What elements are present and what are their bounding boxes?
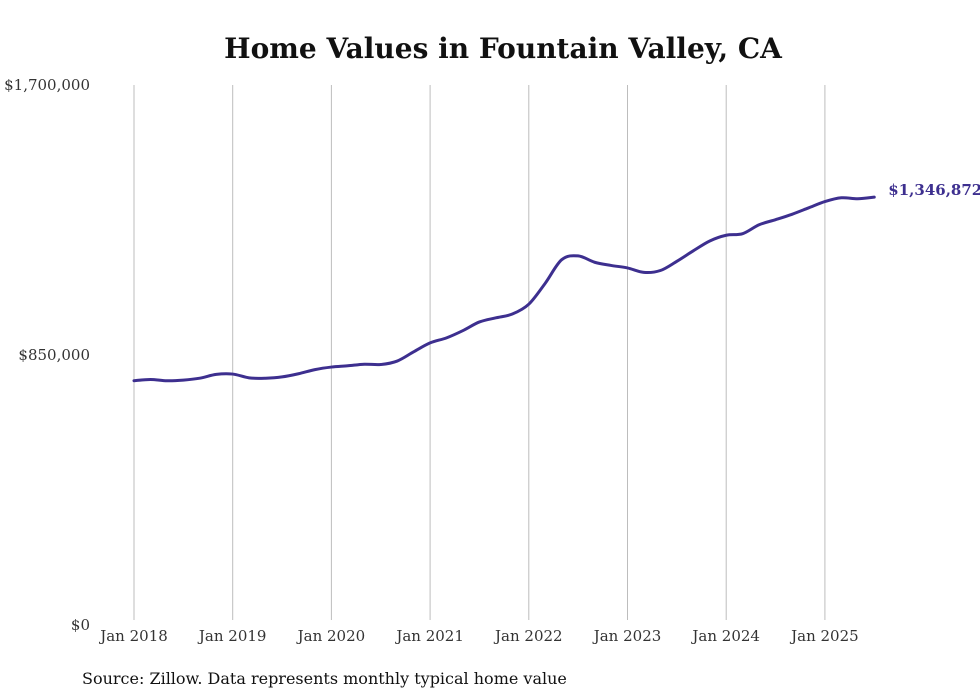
y-tick-label: $850,000 [18,346,90,364]
y-tick-label: $1,700,000 [4,76,90,94]
chart-title: Home Values in Fountain Valley, CA [224,32,783,65]
series-layer [132,195,876,383]
x-tick-label: Jan 2022 [493,627,563,645]
y-tick-label: $0 [71,616,90,634]
y-axis-ticks: $0 $850,000 $1,700,000 [4,76,90,634]
x-tick-label: Jan 2023 [592,627,662,645]
x-tick-label: Jan 2021 [394,627,464,645]
x-tick-label: Jan 2020 [296,627,366,645]
x-tick-label: Jan 2025 [789,627,859,645]
x-tick-label: Jan 2019 [197,627,267,645]
x-tick-label: Jan 2018 [98,627,168,645]
series-line-0 [132,195,876,383]
x-tick-label: Jan 2024 [690,627,760,645]
gridlines [133,85,826,620]
source-note: Source: Zillow. Data represents monthly … [82,669,567,688]
x-axis-ticks: Jan 2018 Jan 2019 Jan 2020 Jan 2021 Jan 2022… [98,627,858,645]
end-value-label: $1,346,872 [888,181,980,199]
